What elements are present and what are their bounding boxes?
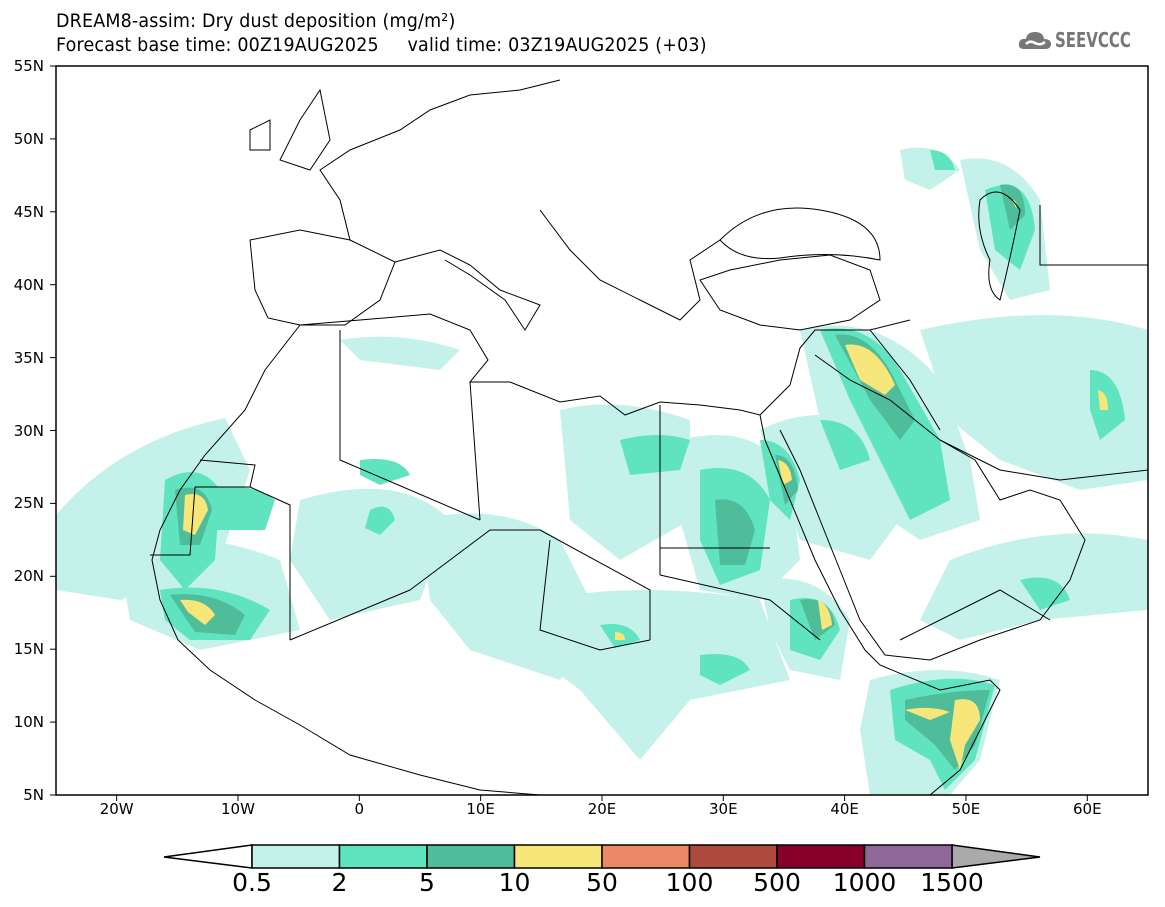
colorbar-label: 50 [586, 868, 618, 897]
cloud-icon [1018, 32, 1051, 49]
colorbar-label: 1500 [920, 868, 984, 897]
lat-tick-label: 25N [13, 494, 44, 513]
lat-tick-label: 50N [13, 129, 44, 148]
colorbar-over-arrow [951, 844, 1041, 869]
lon-tick-label: 60E [1073, 800, 1102, 818]
lat-tick-label: 15N [13, 640, 44, 659]
lon-tick-label: 10W [221, 800, 255, 818]
lat-tick-label: 40N [13, 275, 44, 294]
colorbar-swatch [426, 844, 516, 869]
colorbar-under-arrow [163, 844, 253, 869]
dust-deposition-field [56, 147, 1148, 795]
logo-text: SEEVCCC [1055, 28, 1131, 52]
lon-tick-label: 40E [830, 800, 859, 818]
colorbar-label: 2 [331, 868, 348, 897]
lat-tick-label: 10N [13, 713, 44, 732]
colorbar-swatch [863, 844, 953, 869]
colorbar-swatch [251, 844, 341, 869]
colorbar-label: 10 [498, 868, 531, 897]
colorbar-label: 100 [665, 868, 714, 897]
colorbar-swatch [513, 844, 603, 869]
coastlines-and-borders [150, 79, 1149, 796]
lon-tick-label: 0 [354, 800, 365, 818]
colorbar [163, 844, 1041, 869]
forecast-times: Forecast base time: 00Z19AUG2025 valid t… [56, 34, 707, 56]
lat-tick-label: 35N [13, 348, 44, 367]
colorbar-label: 0.5 [232, 868, 272, 897]
colorbar-swatch [776, 844, 866, 869]
lat-tick-label: 5N [23, 786, 44, 804]
colorbar-swatch [688, 844, 778, 869]
lon-tick-label: 20W [99, 800, 134, 818]
lat-tick-label: 55N [13, 57, 44, 75]
axis-ticks [50, 65, 1088, 801]
lon-tick-label: 50E [951, 800, 981, 818]
lon-tick-label: 20E [587, 800, 617, 818]
lon-tick-label: 10E [466, 800, 495, 818]
map-title: DREAM8-assim: Dry dust deposition (mg/m²… [56, 10, 456, 32]
colorbar-label: 500 [753, 868, 801, 897]
seevccc-logo: SEEVCCC [1018, 28, 1156, 52]
colorbar-swatch [338, 844, 428, 869]
lon-tick-label: 30E [709, 800, 738, 818]
colorbar-swatch [601, 844, 691, 869]
lat-tick-label: 45N [13, 202, 44, 221]
colorbar-label: 1000 [832, 868, 897, 897]
lat-tick-label: 30N [13, 421, 44, 440]
colorbar-label: 5 [419, 868, 435, 897]
lat-tick-label: 20N [13, 567, 44, 586]
